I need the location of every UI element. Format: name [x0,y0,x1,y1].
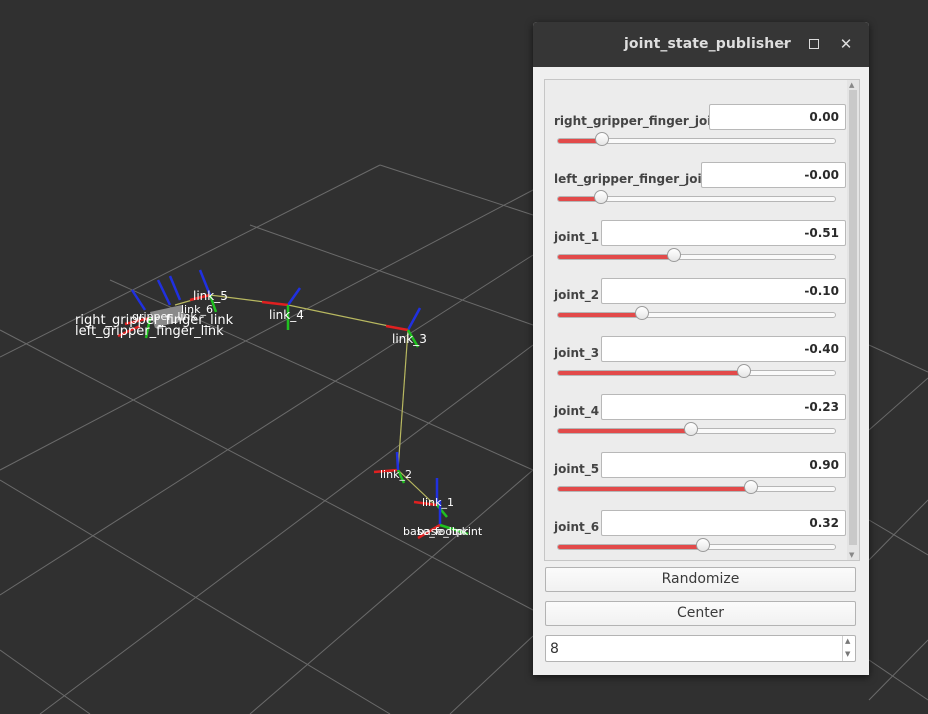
joint-name-label: joint_6 [554,520,600,534]
joint-value-field[interactable]: 0.32 [601,510,846,536]
scrollbar-thumb[interactable] [849,90,857,545]
label-link-1: link_1 [422,496,454,509]
spinbox-value: 8 [550,641,559,657]
close-button[interactable]: ✕ [835,34,857,54]
label-base-footprint: base_footprint [403,525,483,538]
joint-name-label: joint_5 [554,462,600,476]
slider-fill [558,545,704,549]
joint-value-field[interactable]: -0.00 [701,162,846,188]
joint-slider[interactable] [557,132,836,146]
joint-value-field[interactable]: -0.10 [601,278,846,304]
slider-fill [558,139,603,143]
scroll-up-icon[interactable]: ▲ [849,81,855,89]
joint-name-label: joint_1 [554,230,600,244]
spinbox-input[interactable]: 8 ▲ ▼ [545,635,856,662]
window-titlebar[interactable]: joint_state_publisher – ✕ [533,22,869,67]
joint-slider[interactable] [557,364,836,378]
slider-handle[interactable] [696,538,711,552]
spinbox-arrows[interactable]: ▲ ▼ [842,636,855,661]
joint-row: joint_3 -0.40 [545,336,846,399]
joint-name-label: left_gripper_finger_joint [554,172,716,186]
joint-value-field[interactable]: -0.23 [601,394,846,420]
joint-slider[interactable] [557,480,836,494]
slider-handle[interactable] [595,132,610,146]
label-link-3: link_3 [392,332,427,346]
gripper-shape [150,305,185,328]
joint-slider[interactable] [557,190,836,204]
joint-row: joint_4 -0.23 [545,394,846,457]
slider-handle[interactable] [736,364,751,378]
panel-scrollbar[interactable]: ▲ ▼ [847,80,859,560]
slider-handle[interactable] [743,480,758,494]
joint-row: left_gripper_finger_joint -0.00 [545,162,846,225]
joint-name-label: joint_4 [554,404,600,418]
joint-row: joint_1 -0.51 [545,220,846,283]
slider-fill [558,255,675,259]
joint-state-publisher-window: joint_state_publisher – ✕ right_gripper_… [533,22,869,675]
slider-fill [558,429,691,433]
maximize-icon [809,39,819,49]
joint-name-label: right_gripper_finger_joint [554,114,726,128]
minimize-icon: – [779,36,787,52]
joint-row: joint_2 -0.10 [545,278,846,341]
minimize-button[interactable]: – [772,34,794,54]
randomize-button[interactable]: Randomize [545,567,856,592]
maximize-button[interactable] [803,34,825,54]
slider-handle[interactable] [683,422,698,436]
slider-handle[interactable] [593,190,608,204]
label-link-5: link_5 [193,289,228,303]
joint-slider[interactable] [557,248,836,262]
joint-slider[interactable] [557,306,836,320]
spin-up-icon[interactable]: ▲ [845,637,851,645]
joint-value-field[interactable]: -0.51 [601,220,846,246]
joint-row: right_gripper_finger_joint 0.00 [545,104,846,167]
window-title: joint_state_publisher [624,36,791,52]
label-gripper-link: gripper_link [132,310,197,323]
label-right-finger: right_gripper_finger_link [75,313,234,328]
joint-value-field[interactable]: 0.00 [709,104,846,130]
scroll-down-icon[interactable]: ▼ [849,551,855,559]
joint-slider[interactable] [557,422,836,436]
label-link-2: link_2 [380,468,412,481]
joint-name-label: joint_3 [554,346,600,360]
slider-handle[interactable] [667,248,682,262]
joint-row: joint_6 0.32 [545,510,846,560]
slider-fill [558,487,751,491]
label-left-finger: left_gripper_finger_link [75,324,224,339]
joint-name-label: joint_2 [554,288,600,302]
slider-fill [558,197,601,201]
close-icon: ✕ [839,35,853,53]
label-link-6: link_6 [181,303,213,316]
frame-axes [117,269,469,540]
slider-fill [558,371,744,375]
joint-slider[interactable] [557,538,836,552]
label-base-link: base_link [417,525,469,538]
joint-slider-panel: right_gripper_finger_joint 0.00 left_gripp… [544,79,860,561]
joint-value-field[interactable]: 0.90 [601,452,846,478]
center-button[interactable]: Center [545,601,856,626]
joint-value-field[interactable]: -0.40 [601,336,846,362]
label-link-4: link_4 [269,308,304,322]
spin-down-icon[interactable]: ▼ [845,650,851,658]
slider-fill [558,313,643,317]
slider-handle[interactable] [635,306,650,320]
joint-row: joint_5 0.90 [545,452,846,515]
